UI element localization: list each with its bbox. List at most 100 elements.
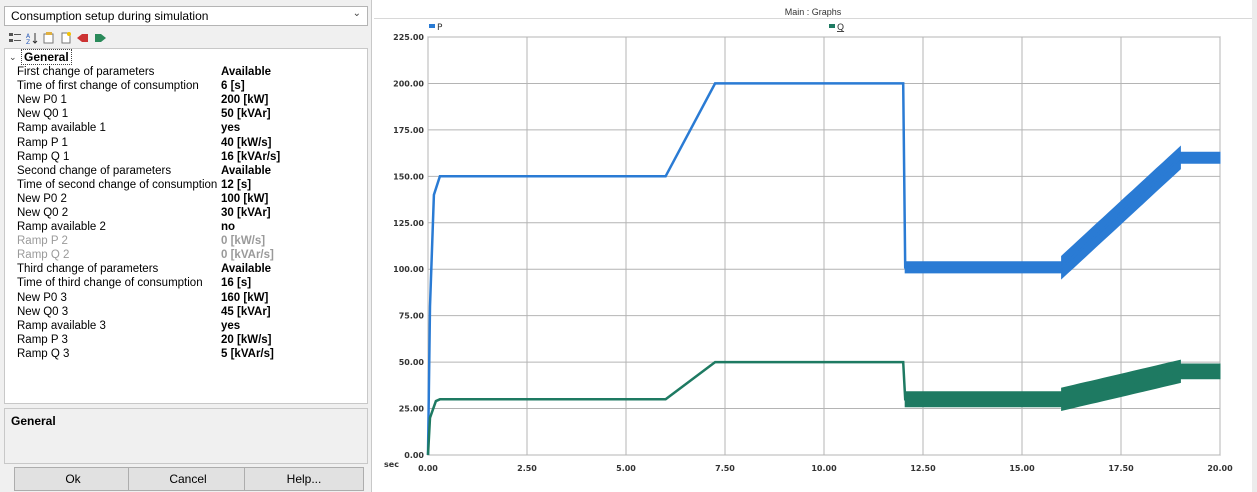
property-row[interactable]: Time of second change of consumption 12 [… xyxy=(5,178,367,192)
property-row[interactable]: New P0 3 160 [kW] xyxy=(5,291,367,305)
property-name: Ramp Q 3 xyxy=(17,347,70,360)
x-tick-label: 10.00 xyxy=(811,464,837,473)
property-rows: First change of parameters Available Time … xyxy=(5,65,367,361)
property-name: Second change of parameters xyxy=(17,164,172,177)
new-page-icon[interactable] xyxy=(59,31,73,45)
y-tick-label: 175.00 xyxy=(393,126,424,135)
property-row[interactable]: Ramp P 2 0 [kW/s] xyxy=(5,234,367,248)
scrollbar-edge[interactable] xyxy=(1252,0,1257,492)
property-value[interactable]: 6 [s] xyxy=(221,80,245,93)
x-axis-unit-label: sec xyxy=(384,460,399,469)
property-row[interactable]: First change of parameters Available xyxy=(5,65,367,79)
property-row[interactable]: New P0 2 100 [kW] xyxy=(5,192,367,206)
ok-button[interactable]: Ok xyxy=(14,467,132,491)
property-value[interactable]: 45 [kVAr] xyxy=(221,305,271,318)
property-value[interactable]: 5 [kVAr/s] xyxy=(221,347,274,360)
property-row[interactable]: New Q0 2 30 [kVAr] xyxy=(5,206,367,220)
y-tick-label: 225.00 xyxy=(393,33,424,42)
property-value[interactable]: Available xyxy=(221,66,272,79)
property-value[interactable]: 40 [kW/s] xyxy=(221,136,272,149)
series-P-line xyxy=(426,82,1220,456)
property-pages-icon[interactable] xyxy=(42,31,56,45)
property-value[interactable]: 16 [kVAr/s] xyxy=(221,150,281,163)
property-name: Ramp available 3 xyxy=(17,319,106,332)
property-name: Ramp available 1 xyxy=(17,122,106,135)
property-row[interactable]: Ramp available 2 no xyxy=(5,220,367,234)
property-name: Time of second change of consumption xyxy=(17,178,218,191)
property-row[interactable]: New Q0 3 45 [kVAr] xyxy=(5,305,367,319)
category-label: General xyxy=(21,49,72,65)
property-row[interactable]: Ramp available 1 yes xyxy=(5,121,367,135)
property-row[interactable]: Time of third change of consumption 16 [s… xyxy=(5,276,367,290)
property-row[interactable]: New P0 1 200 [kW] xyxy=(5,93,367,107)
property-row[interactable]: New Q0 1 50 [kVAr] xyxy=(5,107,367,121)
x-tick-label: 5.00 xyxy=(616,464,636,473)
property-name: Ramp P 3 xyxy=(17,333,68,346)
property-value[interactable]: 0 [kVAr/s] xyxy=(221,249,274,262)
property-value[interactable]: 100 [kW] xyxy=(221,192,269,205)
x-tick-label: 20.00 xyxy=(1207,464,1233,473)
property-row[interactable]: Ramp P 1 40 [kW/s] xyxy=(5,135,367,149)
property-row[interactable]: Ramp Q 3 5 [kVAr/s] xyxy=(5,347,367,361)
property-value[interactable]: 12 [s] xyxy=(221,178,252,191)
y-tick-label: 125.00 xyxy=(393,219,424,228)
chevron-down-icon[interactable]: ⌄ xyxy=(352,8,361,19)
property-value[interactable]: Available xyxy=(221,263,272,276)
y-tick-label: 100.00 xyxy=(393,265,424,274)
legend-label-P: P xyxy=(437,23,443,33)
series-Q-line xyxy=(426,360,1220,456)
help-button[interactable]: Help... xyxy=(244,467,364,491)
property-name: Ramp Q 1 xyxy=(17,150,70,163)
property-value[interactable]: no xyxy=(221,221,236,234)
import-icon[interactable] xyxy=(76,31,90,45)
property-value[interactable]: yes xyxy=(221,122,241,135)
property-name: New P0 3 xyxy=(17,291,67,304)
property-row[interactable]: Ramp Q 2 0 [kVAr/s] xyxy=(5,248,367,262)
y-tick-label: 200.00 xyxy=(393,79,424,88)
property-row[interactable]: Time of first change of consumption 6 [s] xyxy=(5,79,367,93)
property-name: New P0 2 xyxy=(17,192,67,205)
property-row[interactable]: Second change of parameters Available xyxy=(5,164,367,178)
property-name: First change of parameters xyxy=(17,66,155,79)
cancel-button[interactable]: Cancel xyxy=(128,467,248,491)
property-name: Time of first change of consumption xyxy=(17,80,199,93)
property-value[interactable]: 20 [kW/s] xyxy=(221,333,272,346)
x-tick-label: 17.50 xyxy=(1108,464,1134,473)
title-divider xyxy=(374,18,1252,19)
property-value[interactable]: 16 [s] xyxy=(221,277,252,290)
property-name: New Q0 3 xyxy=(17,305,69,318)
graph-window-title: Main : Graphs xyxy=(784,7,842,17)
property-name: Time of third change of consumption xyxy=(17,277,203,290)
property-row[interactable]: Ramp Q 1 16 [kVAr/s] xyxy=(5,150,367,164)
collapse-chevron-icon[interactable]: ⌄ xyxy=(9,51,17,62)
property-value[interactable]: 160 [kW] xyxy=(221,291,269,304)
x-tick-label: 2.50 xyxy=(517,464,537,473)
property-value[interactable]: yes xyxy=(221,319,241,332)
line-chart[interactable]: 0.00 25.00 50.00 75.00 100.00 125.00 150.00 175… xyxy=(374,0,1252,492)
svg-text:Z: Z xyxy=(26,39,30,44)
setup-selector-dropdown[interactable]: Consumption setup during simulation ⌄ xyxy=(4,6,368,26)
category-general[interactable]: ⌄ General xyxy=(5,49,367,65)
property-name: New Q0 2 xyxy=(17,206,69,219)
property-row[interactable]: Ramp available 3 yes xyxy=(5,319,367,333)
legend-swatch-Q xyxy=(829,24,835,28)
description-title: General xyxy=(11,414,56,428)
property-value[interactable]: 50 [kVAr] xyxy=(221,108,271,121)
y-tick-label: 25.00 xyxy=(399,405,425,414)
export-icon[interactable] xyxy=(93,31,107,45)
property-name: Third change of parameters xyxy=(17,263,159,276)
property-grid: ⌄ General First change of parameters Avai… xyxy=(4,48,368,404)
y-tick-label: 150.00 xyxy=(393,172,424,181)
categorized-icon[interactable] xyxy=(8,31,22,45)
y-tick-label: 50.00 xyxy=(399,358,425,367)
property-value[interactable]: Available xyxy=(221,164,272,177)
property-value[interactable]: 0 [kW/s] xyxy=(221,235,266,248)
property-row[interactable]: Third change of parameters Available xyxy=(5,262,367,276)
property-value[interactable]: 200 [kW] xyxy=(221,94,269,107)
legend-label-Q: Q xyxy=(837,23,844,33)
property-value[interactable]: 30 [kVAr] xyxy=(221,206,271,219)
property-row[interactable]: Ramp P 3 20 [kW/s] xyxy=(5,333,367,347)
svg-text:A: A xyxy=(26,33,31,40)
